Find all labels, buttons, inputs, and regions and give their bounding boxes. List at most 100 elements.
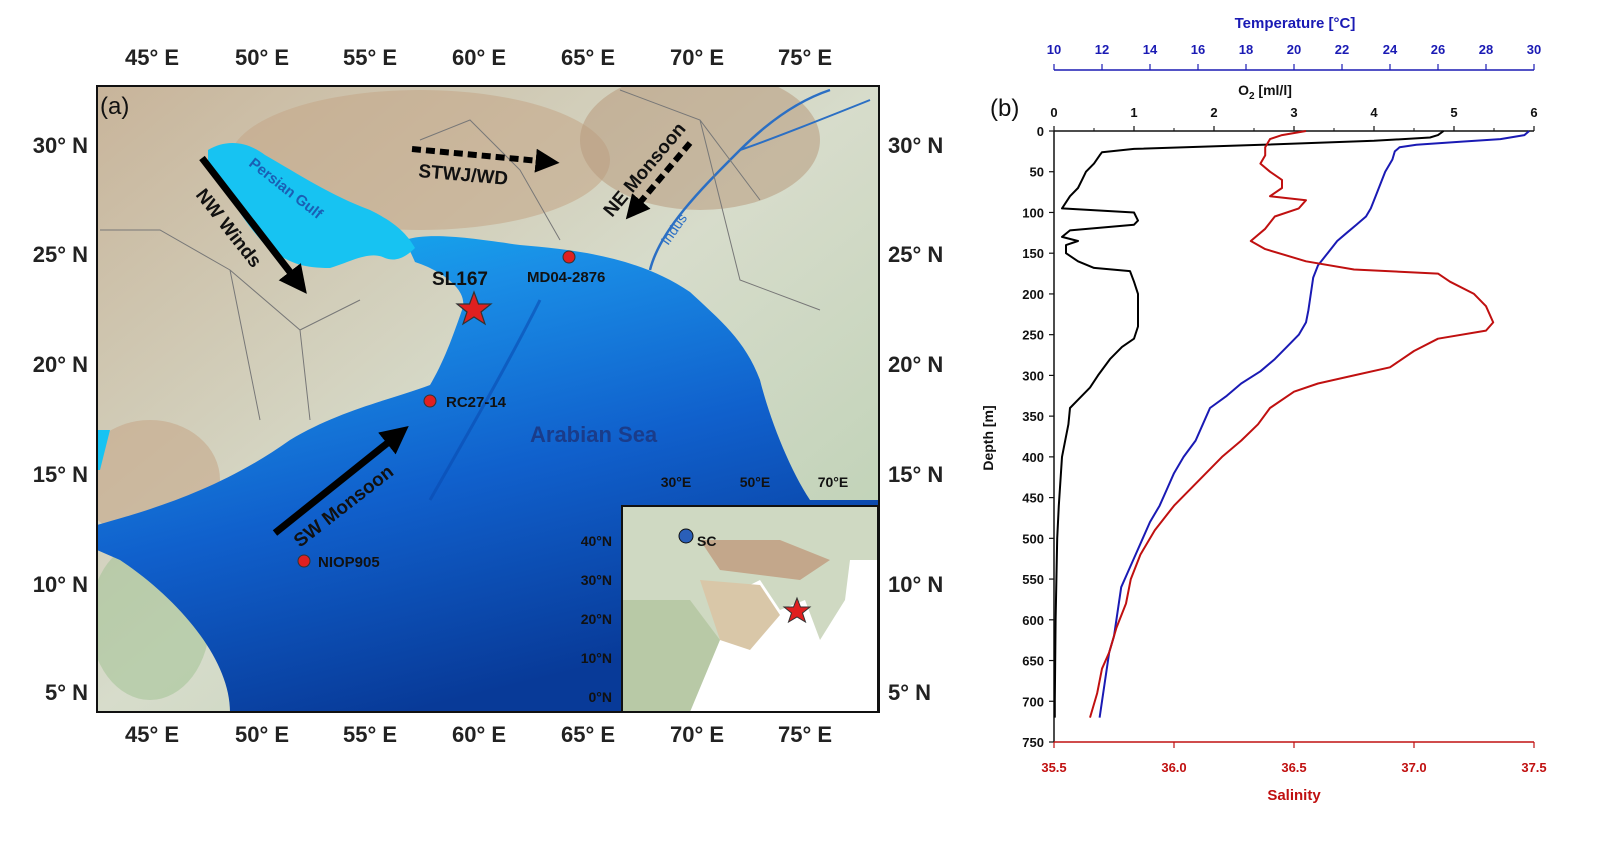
temperature-tick-label: 26 bbox=[1431, 42, 1445, 57]
md04-label: MD04-2876 bbox=[527, 269, 605, 286]
lon-tick: 50° E bbox=[235, 722, 289, 747]
temperature-tick-label: 22 bbox=[1335, 42, 1349, 57]
lon-tick: 60° E bbox=[452, 45, 506, 70]
lon-tick: 55° E bbox=[343, 45, 397, 70]
temperature-axis-label: Temperature [°C] bbox=[1235, 15, 1356, 32]
inset-arabia bbox=[700, 580, 780, 650]
temperature-tick-label: 14 bbox=[1143, 42, 1158, 57]
salinity-ticks: 35.5 36.0 36.5 37.0 37.5 bbox=[1041, 742, 1547, 775]
lat-tick: 20° N bbox=[888, 352, 943, 377]
owen-fracture bbox=[428, 299, 542, 501]
depth-ticks: 0 50 100 150 200 250 300 350 400 450 500 550 600 650 7… bbox=[1022, 124, 1054, 750]
oxygen-tick-label: 1 bbox=[1130, 105, 1137, 120]
inset-body bbox=[622, 506, 878, 712]
profile-panel: (b) Temperature [°C] 10 12 14 16 18 20 22 24 26 2… bbox=[980, 15, 1547, 804]
inset-star-icon bbox=[782, 596, 812, 624]
niop905-label: NIOP905 bbox=[318, 554, 380, 571]
lon-tick: 70° E bbox=[670, 722, 724, 747]
lat-tick: 25° N bbox=[888, 242, 943, 267]
temperature-tick-label: 18 bbox=[1239, 42, 1253, 57]
depth-tick-label: 750 bbox=[1022, 735, 1044, 750]
oxygen-tick-label: 5 bbox=[1450, 105, 1457, 120]
oxygen-axis-label-sub: 2 bbox=[1249, 91, 1255, 102]
site-rc27-14: RC27-14 bbox=[423, 394, 507, 411]
afghan-relief bbox=[580, 86, 820, 210]
lat-tick: 15° N bbox=[888, 462, 943, 487]
depth-tick-label: 50 bbox=[1030, 165, 1044, 180]
latitude-tick-labels-left: 30° N 25° N 20° N 15° N 10° N 5° N bbox=[33, 133, 88, 705]
lon-tick: 70° E bbox=[670, 45, 724, 70]
lat-tick: 30° N bbox=[33, 133, 88, 158]
lat-tick: 10° N bbox=[33, 572, 88, 597]
temperature-tick-label: 10 bbox=[1047, 42, 1061, 57]
sc-label: SC bbox=[697, 533, 716, 549]
depth-tick-label: 500 bbox=[1022, 531, 1044, 546]
site-md04-2876: MD04-2876 bbox=[527, 250, 605, 286]
lat-tick: 20° N bbox=[33, 352, 88, 377]
temperature-ticks: 10 12 14 16 18 20 22 24 26 28 30 bbox=[1047, 42, 1541, 70]
profile-series bbox=[1053, 130, 1530, 718]
temperature-tick-label: 12 bbox=[1095, 42, 1109, 57]
lon-tick: 65° E bbox=[561, 722, 615, 747]
salinity-tick-label: 37.5 bbox=[1521, 760, 1546, 775]
lat-tick: 5° N bbox=[888, 680, 931, 705]
oxygen-profile-line bbox=[1053, 130, 1445, 718]
inset-map: 30°E 50°E 70°E 40°N 30°N 20°N 10°N 0°N S… bbox=[581, 474, 879, 713]
inset-africa bbox=[622, 600, 720, 712]
sc-marker bbox=[678, 528, 694, 544]
inset-lon-tick: 70°E bbox=[818, 474, 849, 490]
panel-b-letter: (b) bbox=[990, 95, 1019, 122]
depth-tick-label: 450 bbox=[1022, 491, 1044, 506]
lat-tick: 10° N bbox=[888, 572, 943, 597]
depth-tick-label: 700 bbox=[1022, 694, 1044, 709]
oxygen-axis-label-main: O bbox=[1238, 82, 1249, 98]
inset-lon-tick: 50°E bbox=[740, 474, 771, 490]
inset-lat-tick: 10°N bbox=[581, 650, 612, 666]
indus-river bbox=[648, 88, 831, 271]
site-niop905: NIOP905 bbox=[297, 554, 380, 571]
rc27-label: RC27-14 bbox=[446, 394, 507, 411]
depth-tick-label: 150 bbox=[1022, 246, 1044, 261]
oxygen-axis-label: O2 [ml/l] bbox=[1238, 82, 1292, 102]
oxygen-ticks: 0 1 2 3 4 5 6 bbox=[1050, 105, 1538, 131]
temperature-tick-label: 20 bbox=[1287, 42, 1301, 57]
depth-tick-label: 650 bbox=[1022, 654, 1044, 669]
oxygen-axis-label-unit: [ml/l] bbox=[1255, 82, 1292, 98]
depth-tick-label: 350 bbox=[1022, 409, 1044, 424]
lat-tick: 30° N bbox=[888, 133, 943, 158]
lon-tick: 45° E bbox=[125, 45, 179, 70]
salinity-tick-label: 36.0 bbox=[1161, 760, 1186, 775]
lon-tick: 75° E bbox=[778, 45, 832, 70]
depth-tick-label: 250 bbox=[1022, 328, 1044, 343]
map-frame bbox=[96, 85, 880, 713]
rc27-marker bbox=[423, 394, 437, 408]
oxygen-tick-label: 4 bbox=[1370, 105, 1378, 120]
arabian-sea-label: Arabian Sea bbox=[530, 422, 658, 447]
depth-tick-label: 600 bbox=[1022, 613, 1044, 628]
lon-tick: 50° E bbox=[235, 45, 289, 70]
oxygen-tick-label: 0 bbox=[1050, 105, 1057, 120]
salinity-axis-label: Salinity bbox=[1267, 787, 1321, 804]
inset-lat-tick: 0°N bbox=[589, 689, 613, 705]
red-sea-water bbox=[97, 430, 110, 470]
lon-tick: 65° E bbox=[561, 45, 615, 70]
inset-mountains bbox=[700, 540, 830, 580]
inset-frame bbox=[621, 505, 879, 713]
site-sl167: SL167 bbox=[432, 269, 493, 326]
temperature-profile-line bbox=[1098, 130, 1530, 718]
sl167-label: SL167 bbox=[432, 269, 488, 290]
depth-tick-label: 300 bbox=[1022, 368, 1044, 383]
depth-tick-label: 200 bbox=[1022, 287, 1044, 302]
temperature-tick-label: 30 bbox=[1527, 42, 1541, 57]
longitude-tick-labels: 45° E 50° E 55° E 60° E 65° E 70° E 75° … bbox=[125, 45, 832, 747]
lon-tick: 60° E bbox=[452, 722, 506, 747]
lat-tick: 25° N bbox=[33, 242, 88, 267]
depth-tick-label: 100 bbox=[1022, 205, 1044, 220]
oxygen-tick-label: 3 bbox=[1290, 105, 1297, 120]
lon-tick: 55° E bbox=[343, 722, 397, 747]
inset-lon-tick: 30°E bbox=[661, 474, 692, 490]
temperature-tick-label: 24 bbox=[1383, 42, 1398, 57]
inset-lat-tick: 40°N bbox=[581, 533, 612, 549]
depth-tick-label: 550 bbox=[1022, 572, 1044, 587]
